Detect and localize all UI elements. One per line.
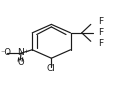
Text: F: F: [97, 39, 102, 48]
Text: N: N: [17, 48, 24, 57]
Text: F: F: [97, 28, 102, 37]
Text: +: +: [24, 49, 29, 54]
Text: ⁻O: ⁻O: [1, 48, 12, 57]
Text: O: O: [17, 58, 24, 67]
Text: Cl: Cl: [47, 64, 55, 73]
Text: F: F: [97, 17, 102, 26]
